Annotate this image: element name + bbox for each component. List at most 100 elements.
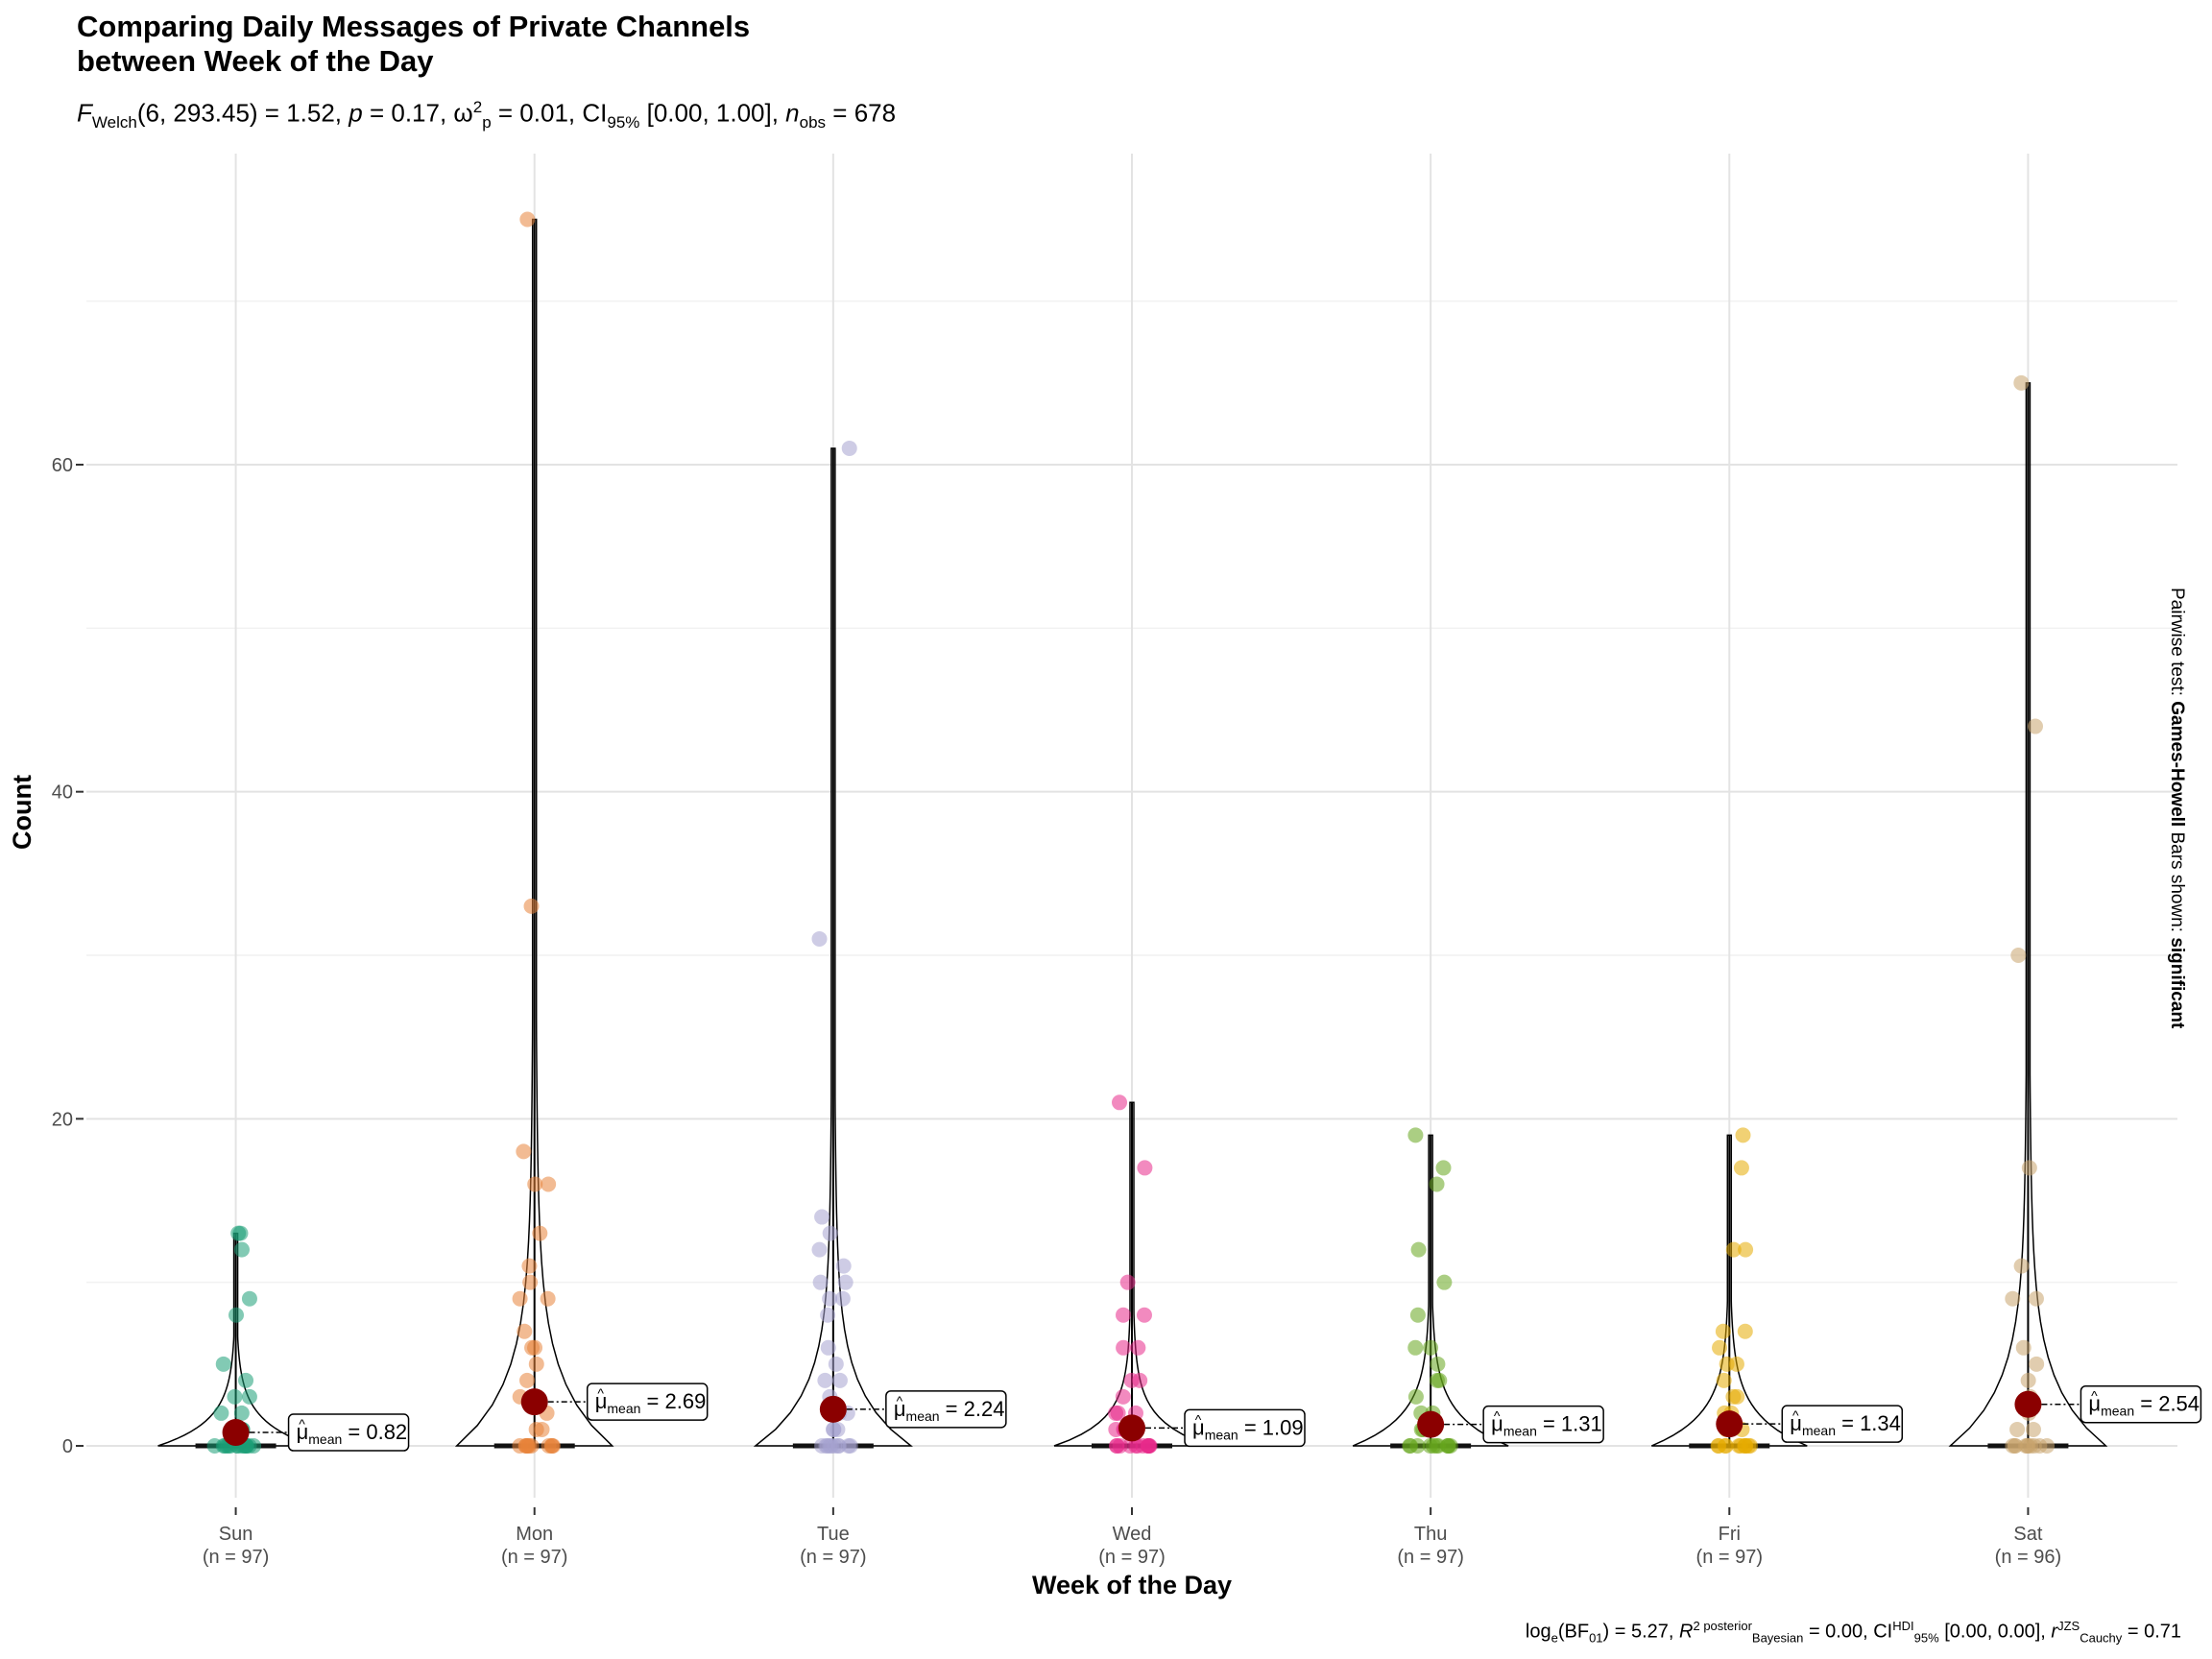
data-point bbox=[524, 1339, 541, 1356]
data-point bbox=[830, 1438, 847, 1454]
data-point bbox=[519, 1372, 536, 1388]
caption-rr: r bbox=[2051, 1621, 2058, 1643]
group-wed: μmean = 1.09^ Wed(n = 97) bbox=[1053, 1094, 1306, 1568]
data-point bbox=[1423, 1339, 1439, 1356]
data-point bbox=[1135, 1438, 1151, 1454]
data-point bbox=[1429, 1372, 1445, 1388]
data-point bbox=[828, 1356, 844, 1372]
mean-label-text: μmean = 2.54 bbox=[2088, 1392, 2200, 1419]
data-point bbox=[2005, 1290, 2021, 1307]
x-tick-n-label: (n = 97) bbox=[203, 1547, 269, 1568]
data-point bbox=[811, 930, 828, 947]
caption-e: [0.00, 0.00], bbox=[1938, 1621, 2052, 1643]
x-tick-n-label: (n = 97) bbox=[1696, 1547, 1763, 1568]
data-point bbox=[1710, 1438, 1726, 1454]
data-point bbox=[2013, 374, 2030, 391]
subtitle-p-val: = 0.17, bbox=[362, 98, 454, 128]
subtitle-ci-val: [0.00, 1.00], bbox=[639, 98, 786, 128]
x-tick-label: Wed bbox=[1113, 1524, 1152, 1545]
pairwise-shown: significant bbox=[2167, 937, 2187, 1029]
data-point bbox=[822, 1225, 838, 1241]
data-point bbox=[1119, 1274, 1136, 1290]
data-point bbox=[1407, 1127, 1424, 1143]
data-point bbox=[1431, 1438, 1447, 1454]
bayes-caption: loge(BF01) = 5.27, R2 posteriorBayesian … bbox=[1526, 1619, 2181, 1646]
data-point bbox=[2020, 1372, 2036, 1388]
x-tick-label: Thu bbox=[1414, 1524, 1447, 1545]
hat-icon: ^ bbox=[1792, 1407, 1799, 1423]
data-point bbox=[534, 1421, 550, 1437]
data-point bbox=[2009, 1421, 2026, 1437]
violin-outline bbox=[1948, 382, 2108, 1447]
data-point bbox=[228, 1307, 245, 1323]
x-tick-label: Sun bbox=[219, 1524, 253, 1545]
data-point bbox=[1442, 1438, 1458, 1454]
pairwise-test-label: Pairwise test: Games-Howell Bars shown: … bbox=[2166, 588, 2187, 1028]
y-tick-label: 60 bbox=[52, 455, 73, 476]
violin-outline bbox=[1053, 1101, 1211, 1447]
y-tick-label: 40 bbox=[52, 782, 73, 804]
data-point bbox=[517, 1323, 533, 1339]
data-point bbox=[814, 1209, 830, 1225]
data-point bbox=[1712, 1339, 1728, 1356]
x-tick-n-label: (n = 97) bbox=[1397, 1547, 1463, 1568]
group-fri: μmean = 1.34^ Fri(n = 97) bbox=[1650, 1127, 1904, 1568]
data-point bbox=[532, 1225, 548, 1241]
data-point bbox=[820, 1307, 836, 1323]
mean-label-text: μmean = 1.34 bbox=[1790, 1411, 1901, 1438]
mean-label-box bbox=[287, 1413, 410, 1452]
data-point bbox=[233, 1241, 250, 1258]
subtitle-omega: ω bbox=[453, 98, 473, 128]
data-point bbox=[1429, 1176, 1445, 1192]
data-point bbox=[2029, 1356, 2045, 1372]
data-point bbox=[1136, 1307, 1152, 1323]
subtitle-n: n bbox=[785, 98, 800, 128]
caption-ci-sub: 95% bbox=[1913, 1630, 1939, 1646]
data-point bbox=[241, 1438, 257, 1454]
data-point bbox=[1733, 1160, 1749, 1176]
data-point bbox=[1407, 1339, 1424, 1356]
y-axis-label: Count bbox=[8, 775, 36, 850]
hat-icon: ^ bbox=[897, 1393, 903, 1408]
data-point bbox=[2028, 1290, 2044, 1307]
subtitle-ci-sub: 95% bbox=[607, 112, 640, 132]
mean-label-text: μmean = 1.31 bbox=[1491, 1412, 1602, 1439]
data-point bbox=[241, 1388, 257, 1405]
data-point bbox=[826, 1421, 842, 1437]
chart-subtitle: FWelch(6, 293.45) = 1.52, p = 0.17, ω2p … bbox=[77, 98, 896, 132]
hat-icon: ^ bbox=[597, 1385, 604, 1401]
data-point bbox=[1112, 1094, 1128, 1111]
violin-outline bbox=[1650, 1134, 1808, 1447]
data-point bbox=[238, 1372, 254, 1388]
data-point bbox=[1137, 1160, 1153, 1176]
data-point bbox=[1115, 1388, 1131, 1405]
data-point bbox=[517, 1438, 534, 1454]
x-tick-label: Fri bbox=[1719, 1524, 1741, 1545]
y-tick-label: 0 bbox=[62, 1436, 73, 1457]
x-tick-n-label: (n = 96) bbox=[1995, 1547, 2061, 1568]
caption-d: = 0.00, CI bbox=[1803, 1621, 1893, 1643]
x-axis-label: Week of the Day bbox=[1032, 1571, 1232, 1599]
data-point bbox=[1725, 1241, 1742, 1258]
mean-point bbox=[222, 1419, 250, 1447]
data-point bbox=[1737, 1323, 1753, 1339]
data-point bbox=[1409, 1438, 1426, 1454]
data-point bbox=[2015, 1339, 2032, 1356]
mean-point bbox=[1118, 1414, 1145, 1442]
mean-label-box bbox=[1482, 1405, 1604, 1444]
data-point bbox=[2039, 1438, 2056, 1454]
caption-r-sup: 2 posterior bbox=[1693, 1619, 1752, 1633]
data-point bbox=[1738, 1241, 1754, 1258]
hat-icon: ^ bbox=[1195, 1411, 1202, 1427]
chart-title: Comparing Daily Messages of Private Chan… bbox=[77, 10, 750, 79]
data-point bbox=[528, 1356, 544, 1372]
group-sat: μmean = 2.54^ Sat(n = 96) bbox=[1948, 374, 2202, 1568]
data-point bbox=[540, 1290, 556, 1307]
subtitle-omega-sub: p bbox=[482, 112, 492, 132]
caption-a: log bbox=[1525, 1621, 1551, 1643]
data-point bbox=[2018, 1438, 2034, 1454]
data-point bbox=[1430, 1356, 1446, 1372]
y-tick-label: 20 bbox=[52, 1109, 73, 1130]
data-point bbox=[1116, 1339, 1132, 1356]
